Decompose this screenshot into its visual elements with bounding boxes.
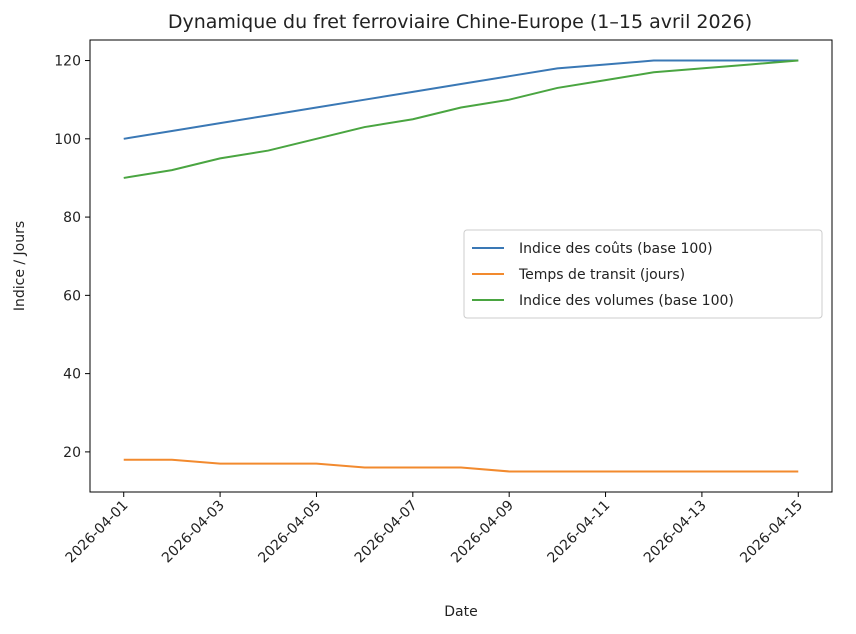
x-axis-label: Date: [444, 604, 477, 620]
x-tick-label: 2026-04-07: [352, 498, 421, 567]
legend-box: [463, 229, 823, 319]
legend-label: Indice des coûts (base 100): [519, 241, 713, 257]
legend-label: Temps de transit (jours): [518, 267, 685, 283]
series-line: [123, 59, 799, 179]
y-tick-label: 120: [54, 54, 81, 70]
x-tick-label: 2026-04-13: [641, 498, 710, 567]
legend-label: Indice des volumes (base 100): [519, 293, 734, 309]
y-axis-label: Indice / Jours: [12, 221, 28, 311]
y-tick-label: 100: [54, 132, 81, 148]
x-tick-label: 2026-04-15: [737, 498, 806, 567]
x-tick-label: 2026-04-05: [255, 498, 324, 567]
y-tick-label: 60: [63, 288, 81, 304]
x-tick-label: 2026-04-09: [448, 498, 517, 567]
x-tick-label: 2026-04-11: [545, 498, 614, 567]
y-tick-label: 40: [63, 367, 81, 383]
chart-title: Dynamique du fret ferroviaire Chine-Euro…: [168, 11, 752, 33]
series-line: [123, 458, 799, 473]
y-tick-label: 80: [63, 210, 81, 226]
x-tick-label: 2026-04-01: [63, 498, 132, 567]
series-line: [123, 59, 799, 140]
y-tick-label: 20: [63, 445, 81, 461]
plot-frame: [89, 39, 833, 493]
x-tick-label: 2026-04-03: [159, 498, 228, 567]
